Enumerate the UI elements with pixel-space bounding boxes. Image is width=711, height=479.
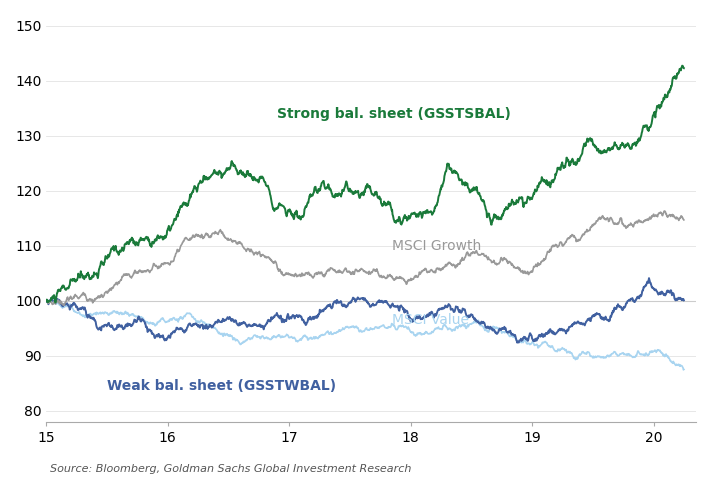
Text: Source: Bloomberg, Goldman Sachs Global Investment Research: Source: Bloomberg, Goldman Sachs Global … xyxy=(50,464,411,474)
Text: Strong bal. sheet (GSSTSBAL): Strong bal. sheet (GSSTSBAL) xyxy=(277,107,511,121)
Text: Weak bal. sheet (GSSTWBAL): Weak bal. sheet (GSSTWBAL) xyxy=(107,379,336,393)
Text: MSCI Value: MSCI Value xyxy=(392,313,469,327)
Text: MSCI Growth: MSCI Growth xyxy=(392,239,481,253)
